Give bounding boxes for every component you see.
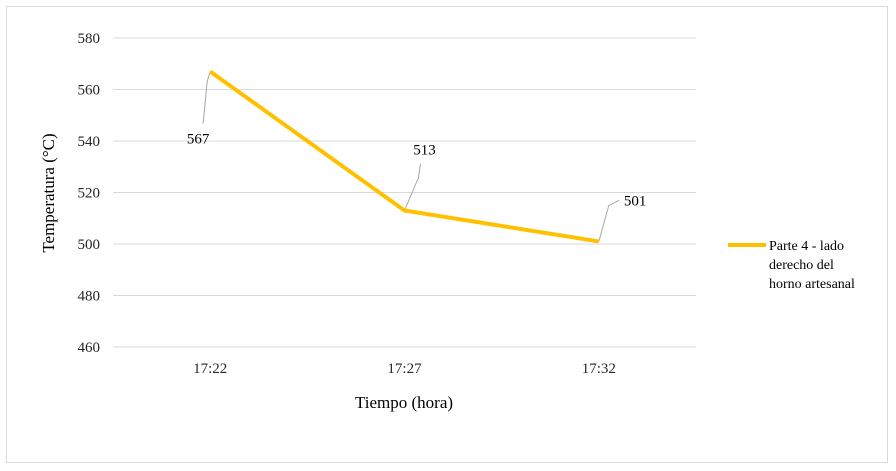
data-label-leader-line <box>404 163 421 211</box>
data-label: 513 <box>413 143 436 159</box>
y-axis-title: Temperatura (°C) <box>39 133 58 252</box>
data-label-leader-line <box>202 71 211 124</box>
y-tick-label: 480 <box>78 289 101 305</box>
data-labels: 567 513 501 <box>187 131 646 209</box>
legend-entry-line-3: horno artesanal <box>769 277 855 292</box>
legend-entry-line-1: Parte 4 - lado <box>769 239 844 254</box>
chart-frame <box>6 6 888 463</box>
x-tick-labels: 17:22 17:27 17:32 <box>193 361 616 377</box>
gridlines <box>113 37 696 348</box>
y-tick-label: 460 <box>78 340 101 356</box>
series-lines <box>209 69 600 244</box>
series-line <box>209 69 600 244</box>
data-label-leader-line <box>598 199 620 242</box>
y-tick-label: 580 <box>78 31 101 47</box>
y-tick-label: 500 <box>78 237 101 253</box>
x-axis-title: Tiempo (hora) <box>355 393 453 412</box>
x-tick-label: 17:32 <box>582 361 616 377</box>
data-label-leader-lines <box>202 71 620 242</box>
data-label: 501 <box>624 193 647 209</box>
x-tick-label: 17:22 <box>193 361 227 377</box>
y-tick-label: 520 <box>78 186 101 202</box>
x-tick-label: 17:27 <box>387 361 422 377</box>
legend: Parte 4 - lado derecho del horno artesan… <box>728 239 855 292</box>
y-tick-label: 540 <box>78 134 101 150</box>
legend-entry-line-2: derecho del <box>769 258 834 273</box>
data-label: 567 <box>187 131 210 147</box>
y-tick-label: 560 <box>78 83 101 99</box>
y-tick-labels: 460 480 500 520 540 560 580 <box>78 31 101 356</box>
